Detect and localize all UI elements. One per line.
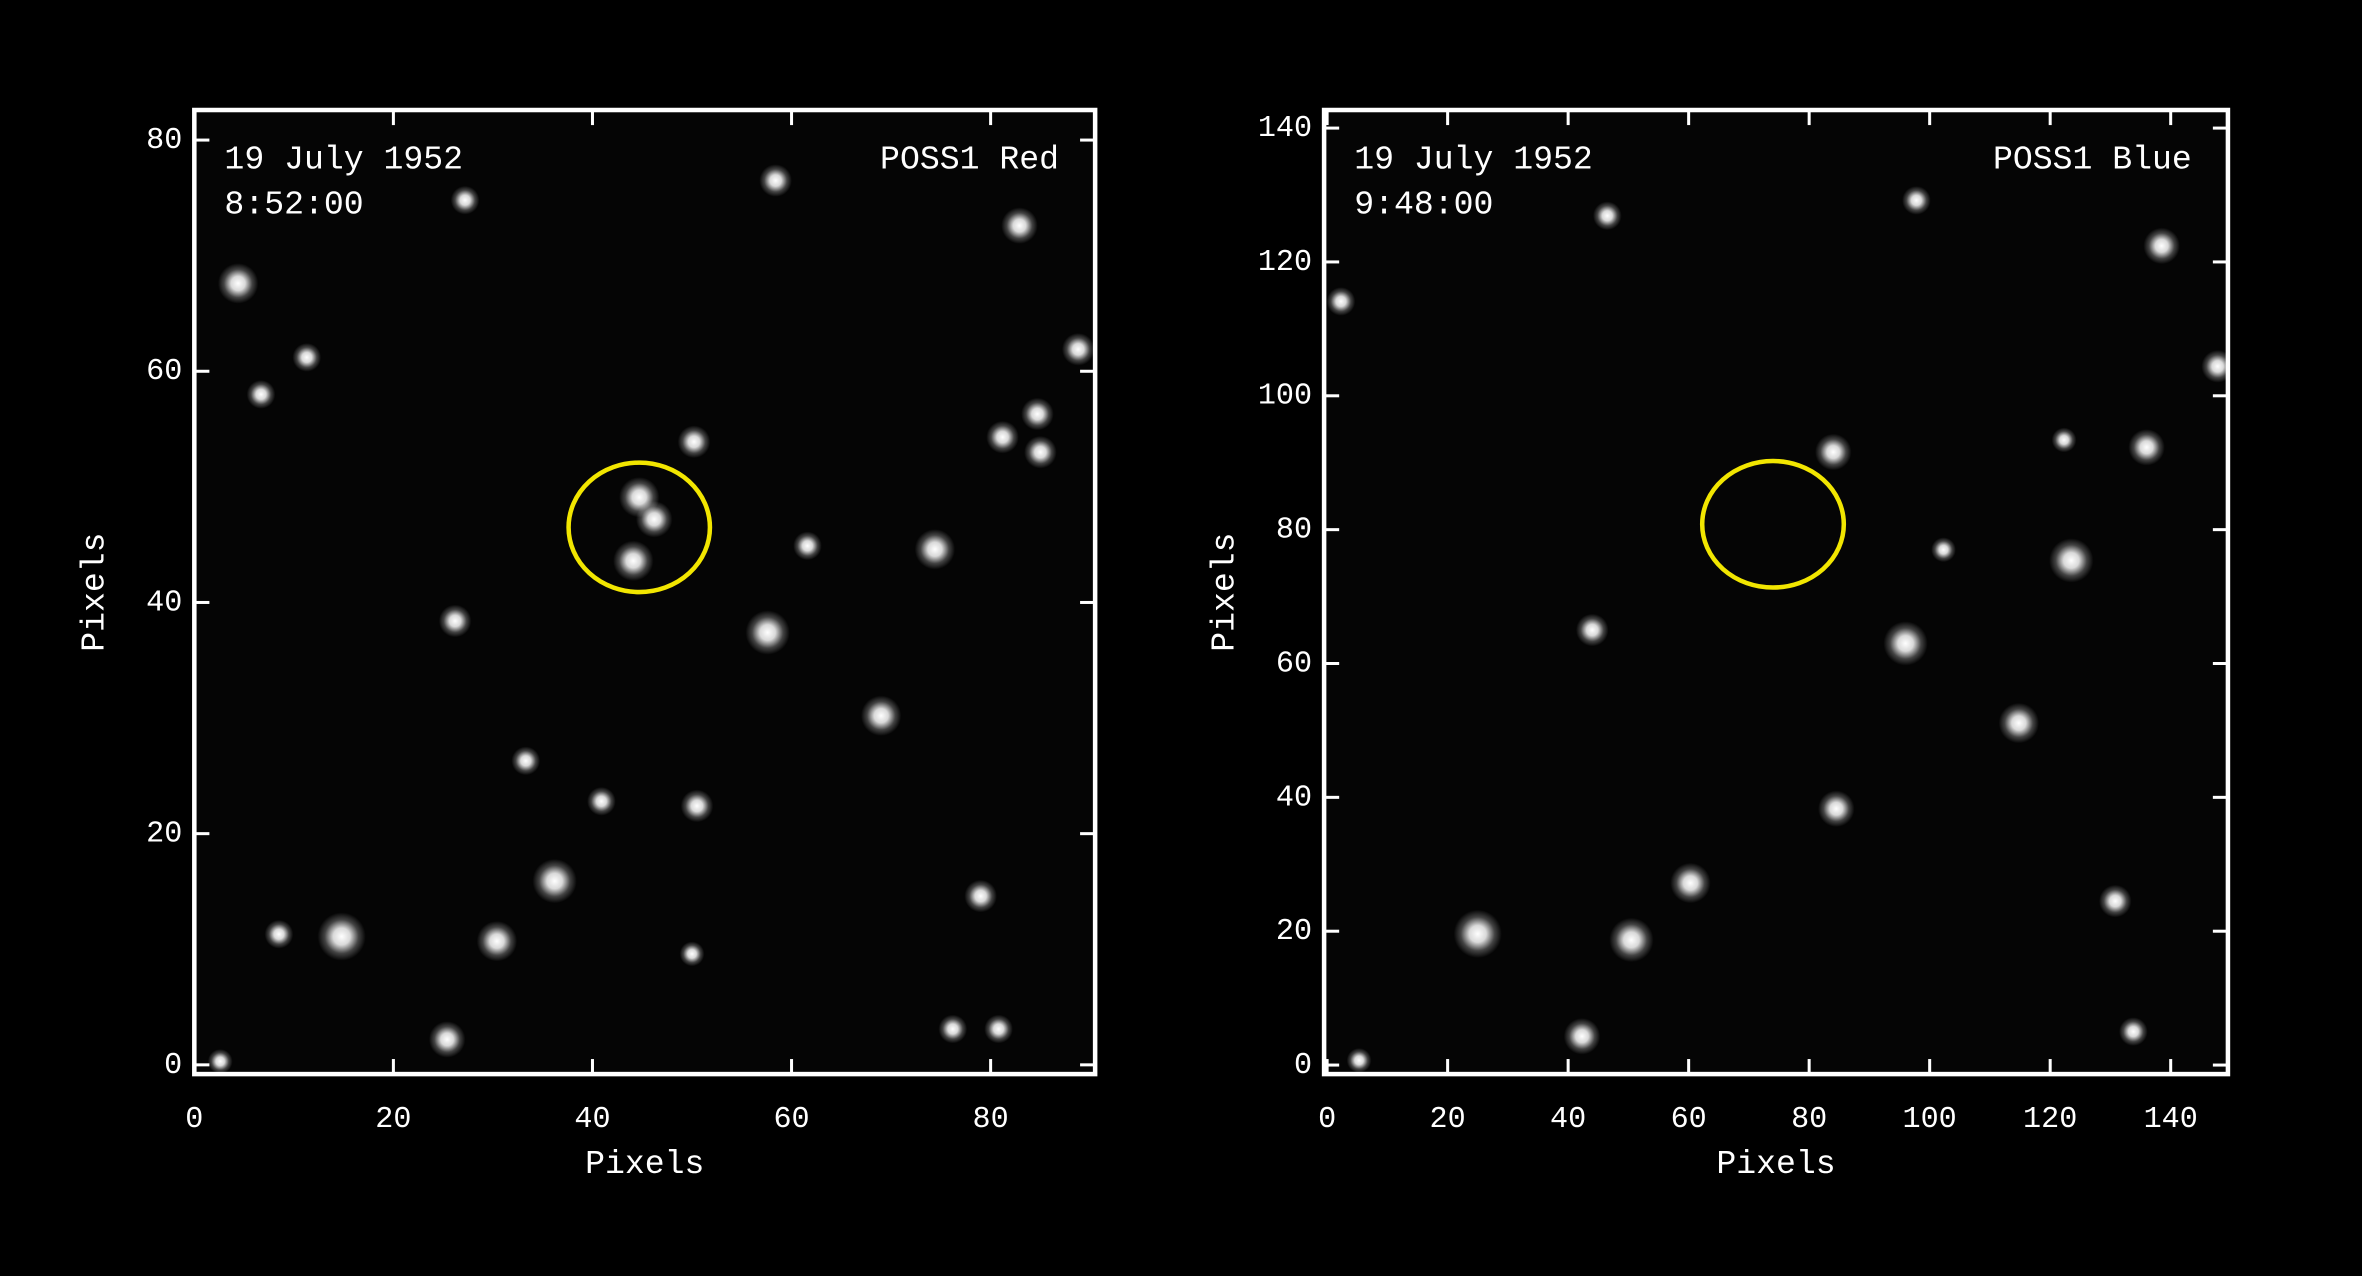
highlight-circle [566,460,713,595]
y-tick-label: 40 [1276,781,1312,815]
time-note: 9:48:00 [1354,186,1493,224]
star [1592,201,1622,231]
star [1902,186,1931,215]
star [1001,207,1038,244]
star [2128,429,2165,466]
star [984,1014,1013,1044]
star [438,604,472,638]
star [207,1049,233,1074]
y-tick-label: 20 [1276,915,1312,949]
star [914,529,956,570]
x-tick-label: 0 [185,1103,203,1137]
image-layer [1326,186,2228,1073]
star [532,858,577,904]
star [635,501,673,538]
star [450,185,480,215]
star [759,164,792,197]
star [1575,613,1609,647]
star [1815,433,1852,471]
y-axis-label: Pixels [1205,532,1243,651]
star [587,786,616,816]
star [1563,1018,1601,1055]
star [217,263,259,304]
star [613,540,654,582]
image-layer [207,164,1095,1074]
x-tick-label: 60 [1671,1103,1707,1137]
star [1346,1048,1372,1073]
x-tick-label: 0 [1318,1103,1336,1137]
x-tick-label: 40 [1550,1103,1586,1137]
axes-frame [192,107,1098,1077]
star [1818,790,1855,827]
x-tick-label: 20 [375,1103,411,1137]
star [1609,917,1654,963]
x-tick-label: 80 [1791,1103,1827,1137]
star [317,912,366,961]
star [860,695,902,736]
star [2201,350,2228,383]
x-axis-label: Pixels [585,1145,704,1183]
star [2143,227,2180,265]
star [476,920,518,962]
plate-note: POSS1 Blue [1993,140,2192,178]
y-tick-label: 40 [146,586,182,620]
star [2049,538,2094,583]
x-tick-label: 40 [574,1103,610,1137]
axes-frame [1321,107,2231,1077]
x-tick-label: 140 [2144,1103,2198,1137]
x-tick-label: 80 [973,1103,1009,1137]
highlight-circle [1699,458,1847,590]
y-axis-label: Pixels [76,532,114,651]
star [1998,702,2040,744]
star [264,919,294,949]
star [680,789,714,823]
star [938,1014,968,1044]
x-axis-label: Pixels [1716,1145,1835,1183]
y-tick-label: 20 [146,818,182,852]
star [1061,333,1095,366]
star [246,380,276,409]
star [511,746,541,776]
star [1670,862,1711,904]
star [1021,397,1054,431]
y-tick-label: 0 [164,1049,182,1083]
y-tick-label: 60 [146,355,182,389]
star [2051,427,2077,453]
x-tick-label: 60 [773,1103,809,1137]
y-tick-label: 0 [1294,1049,1312,1083]
star [1883,621,1928,666]
star [2098,884,2132,918]
y-tick-label: 120 [1258,246,1312,280]
date-note: 19 July 1952 [224,140,463,178]
y-tick-label: 80 [146,124,182,158]
star [677,425,711,459]
y-tick-label: 100 [1258,380,1312,414]
star [1931,537,1956,563]
y-tick-label: 140 [1258,112,1312,146]
star [2119,1017,2148,1046]
x-tick-label: 120 [2023,1103,2077,1137]
star [679,941,705,967]
star [292,343,322,372]
y-tick-label: 80 [1276,514,1312,548]
date-note: 19 July 1952 [1354,140,1593,178]
star [1326,287,1356,316]
star [428,1021,466,1058]
time-note: 8:52:00 [224,186,363,224]
star [986,420,1019,454]
y-tick-label: 60 [1276,647,1312,681]
star [1453,909,1502,958]
star [793,531,822,561]
star [964,879,997,913]
x-tick-label: 100 [1903,1103,1957,1137]
star [745,610,790,655]
plate-note: POSS1 Red [880,140,1059,178]
star [1024,435,1057,469]
x-tick-label: 20 [1430,1103,1466,1137]
